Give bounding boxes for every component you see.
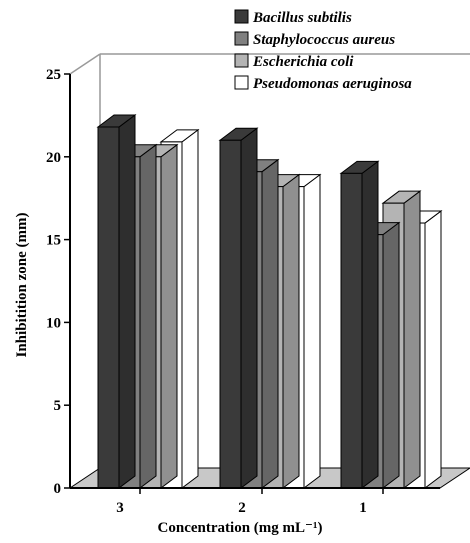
y-axis-title: Inhibitition zone (mm)	[14, 212, 30, 357]
legend-swatch	[234, 75, 249, 90]
bar-side	[139, 143, 157, 489]
bar-side	[282, 173, 300, 489]
legend-swatch	[234, 53, 249, 68]
bar-side	[361, 160, 379, 489]
bar-side	[403, 190, 421, 489]
bar	[339, 160, 380, 489]
bar-side	[160, 143, 178, 489]
legend: Bacillus subtilis Staphylococcus aureus Es…	[234, 9, 412, 92]
y-tick-label: 5	[54, 398, 62, 414]
legend-label: Escherichia coli	[252, 54, 354, 70]
y-tick-label: 15	[46, 233, 61, 249]
bar-side	[303, 173, 321, 489]
bar-side	[240, 127, 258, 489]
bar-side	[382, 221, 400, 489]
legend-swatch	[234, 9, 249, 24]
bar-side	[118, 113, 136, 489]
bar-side	[424, 210, 442, 489]
bar-front	[97, 126, 120, 489]
legend-label: Bacillus subtilis	[252, 10, 352, 26]
bars-group	[96, 113, 443, 489]
legend-label: Pseudomonas aeruginosa	[253, 76, 412, 92]
bar-side	[261, 158, 279, 489]
y-tick-label: 10	[46, 315, 61, 331]
x-axis-title: Concentration (mg mL⁻¹)	[158, 520, 323, 536]
y-tick-label: 0	[54, 481, 62, 497]
legend-label: Staphylococcus aureus	[253, 32, 395, 48]
axes-group: 0 5 10 15 20 25 3 2 1 Concentration (mg mL⁻¹) Inhi…	[14, 67, 440, 536]
x-tick-label: 3	[116, 500, 124, 516]
side-wall-top-edge	[69, 53, 101, 75]
bar-front	[340, 172, 363, 489]
x-tick-label: 1	[359, 500, 367, 516]
bar-front	[219, 139, 242, 489]
y-tick-label: 20	[46, 150, 61, 166]
legend-swatch	[234, 31, 249, 46]
x-tick-label: 2	[238, 500, 246, 516]
y-tick-label: 25	[46, 67, 61, 83]
bar-side	[181, 128, 199, 489]
bar	[96, 113, 137, 489]
bar	[218, 127, 259, 489]
